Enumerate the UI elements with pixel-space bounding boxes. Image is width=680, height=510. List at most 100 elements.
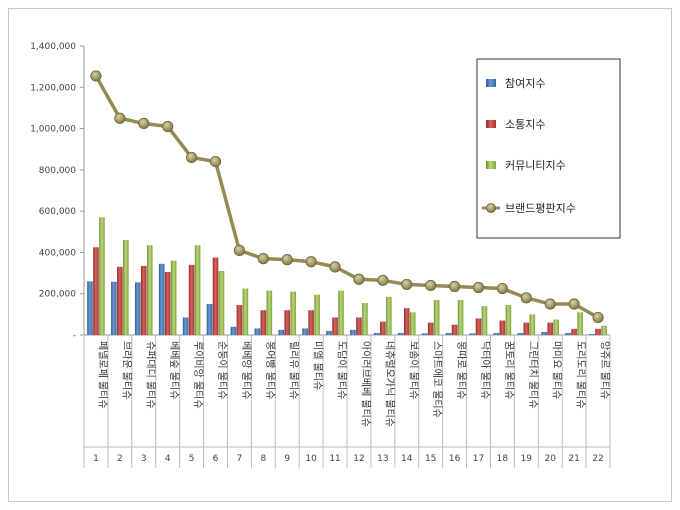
rank-label: 3 — [141, 454, 147, 464]
rank-label: 22 — [592, 454, 603, 464]
bar-1-13 — [374, 332, 380, 335]
rank-label: 2 — [117, 454, 123, 464]
line-point-15 — [425, 279, 437, 292]
y-tick-label: 800,000 — [39, 166, 76, 176]
line-point-16 — [448, 280, 461, 293]
bar-1-7 — [230, 326, 237, 335]
line-point-21 — [568, 298, 580, 310]
line-point-18 — [496, 282, 509, 295]
bar-3-20 — [553, 319, 560, 335]
rank-label: 20 — [545, 454, 557, 464]
legend-swatch — [486, 161, 496, 169]
rank-label: 10 — [305, 454, 317, 464]
rank-label: 1 — [93, 454, 99, 464]
line-point-5 — [185, 151, 198, 164]
bar-3-19 — [529, 314, 536, 335]
bar-2-12 — [356, 317, 362, 335]
category-label: 네츄럴오가닉 물티슈 — [383, 341, 396, 427]
category-label: 순둥이 물티슈 — [216, 341, 228, 399]
bar-3-18 — [505, 305, 512, 335]
category-label: 꿈토리 물티슈 — [503, 341, 515, 399]
bar-2-8 — [260, 310, 267, 335]
rank-label: 5 — [189, 454, 195, 464]
bar-2-2 — [117, 266, 123, 335]
bar-1-5 — [182, 317, 189, 335]
bar-1-18 — [493, 332, 500, 335]
bar-2-6 — [212, 257, 219, 335]
rank-label: 13 — [377, 454, 388, 464]
rank-label: 21 — [568, 454, 579, 464]
bar-2-13 — [380, 321, 386, 335]
bar-3-17 — [481, 306, 488, 335]
category-label: 마미요 물티슈 — [551, 341, 563, 399]
line-point-6 — [209, 156, 222, 168]
bar-2-7 — [236, 305, 243, 335]
bar-2-10 — [308, 310, 314, 335]
bar-3-3 — [146, 245, 153, 335]
category-label: 보솜이 물티슈 — [407, 341, 419, 399]
line-point-13 — [377, 274, 389, 286]
bar-1-2 — [111, 281, 117, 335]
bar-3-21 — [577, 312, 583, 335]
bar-1-9 — [278, 329, 285, 335]
bar-3-15 — [433, 299, 440, 335]
rank-label: 11 — [329, 454, 340, 464]
category-label: 페넬로페 물티슈 — [96, 341, 108, 409]
line-point-20 — [544, 298, 556, 310]
bar-2-5 — [188, 264, 195, 335]
line-point-10 — [305, 256, 317, 268]
category-label: 베베앙 물티슈 — [240, 341, 252, 399]
legend-swatch — [486, 120, 496, 128]
legend-label: 브랜드평판지수 — [505, 202, 576, 215]
bar-2-16 — [451, 324, 458, 335]
bar-2-11 — [332, 317, 338, 335]
bar-1-14 — [397, 332, 404, 335]
bar-2-20 — [547, 322, 554, 335]
rank-label: 17 — [473, 454, 484, 464]
bar-3-9 — [290, 291, 297, 335]
y-tick-label: - — [73, 331, 76, 341]
line-point-7 — [233, 244, 246, 256]
bar-2-15 — [427, 322, 434, 335]
category-label: 릴리유 물티슈 — [288, 341, 301, 399]
bar-2-19 — [523, 322, 530, 335]
y-tick-label: 600,000 — [39, 207, 76, 217]
line-point-3 — [138, 117, 150, 130]
rank-label: 4 — [165, 454, 171, 464]
line-point-1 — [90, 70, 102, 82]
category-label: 닥터아 물티슈 — [479, 341, 491, 399]
y-tick-label: 1,400,000 — [30, 42, 76, 52]
rank-label: 14 — [401, 454, 413, 464]
bar-3-5 — [194, 245, 201, 335]
category-label: 아이러브베베 물티슈 — [359, 341, 371, 427]
line-point-9 — [281, 254, 293, 266]
bar-1-21 — [565, 332, 571, 335]
category-label: 도리도리 물티슈 — [575, 341, 587, 409]
bar-1-10 — [302, 328, 308, 335]
bar-2-17 — [475, 318, 482, 335]
bar-1-8 — [254, 328, 261, 335]
category-label: 스마트에코 물티슈 — [431, 341, 443, 418]
legend-marker — [486, 203, 496, 213]
y-tick-label: 400,000 — [39, 248, 76, 258]
legend-label: 소통지수 — [505, 118, 545, 131]
y-tick-label: 1,200,000 — [30, 83, 76, 93]
rank-label: 15 — [425, 454, 436, 464]
y-tick-label: 1,000,000 — [30, 125, 76, 135]
rank-label: 19 — [521, 454, 533, 464]
legend-swatch — [486, 79, 496, 87]
bar-3-6 — [218, 271, 225, 335]
category-label: 봉어빵 물티슈 — [264, 341, 276, 399]
bar-3-13 — [386, 296, 392, 335]
line-point-8 — [257, 253, 269, 265]
bar-3-7 — [242, 288, 249, 335]
bar-1-11 — [326, 330, 332, 335]
bar-3-4 — [170, 260, 177, 335]
rank-label: 6 — [213, 454, 219, 464]
bar-1-15 — [421, 333, 428, 335]
line-point-2 — [114, 112, 126, 124]
rank-label: 9 — [284, 454, 290, 464]
bar-1-20 — [541, 331, 548, 335]
line-point-14 — [401, 278, 413, 291]
